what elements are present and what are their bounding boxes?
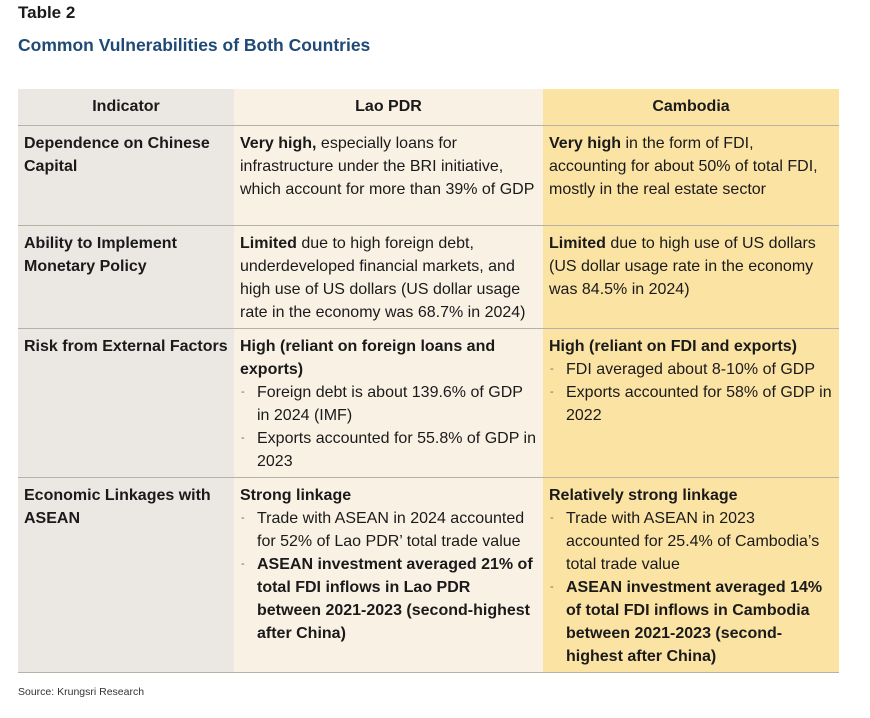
cambodia-cell: Limited due to high use of US dollars (U… bbox=[543, 225, 839, 329]
indicator-cell: Dependence on Chinese Capital bbox=[18, 125, 234, 226]
cambodia-detail: due to high use of US dollars (US dollar… bbox=[549, 235, 816, 298]
lao-rating: Limited bbox=[240, 235, 297, 252]
list-item: - Exports accounted for 55.8% of GDP in 2… bbox=[240, 427, 537, 473]
bullet-text: FDI averaged about 8-10% of GDP bbox=[566, 361, 816, 378]
cambodia-detail: in the form of FDI, accounting for about… bbox=[549, 135, 818, 198]
table-row: Dependence on Chinese Capital Very high,… bbox=[18, 125, 839, 226]
list-item: - Trade with ASEAN in 2024 accounted for … bbox=[240, 507, 537, 553]
bullet-text: Trade with ASEAN in 2024 accounted for 5… bbox=[257, 510, 525, 550]
table-row: Ability to Implement Monetary Policy Lim… bbox=[18, 225, 839, 329]
bullet-dash: - bbox=[550, 386, 554, 398]
lao-rating: Very high, bbox=[240, 135, 317, 152]
bullet-text: ASEAN investment averaged 14% of total F… bbox=[566, 579, 823, 665]
lao-cell: High (reliant on foreign loans and expor… bbox=[234, 328, 543, 478]
list-item: - ASEAN investment averaged 14% of total … bbox=[549, 576, 833, 668]
cambodia-heading: Relatively strong linkage bbox=[549, 487, 738, 504]
list-item: - Foreign debt is about 139.6% of GDP in … bbox=[240, 381, 537, 427]
bullet-dash: - bbox=[241, 432, 245, 444]
header-indicator: Indicator bbox=[18, 89, 234, 126]
lao-heading: High (reliant on foreign loans and expor… bbox=[240, 338, 496, 378]
lao-heading: Strong linkage bbox=[240, 487, 352, 504]
table-row: Risk from External Factors High (reliant… bbox=[18, 328, 839, 478]
bullet-dash: - bbox=[550, 581, 554, 593]
table-row: Economic Linkages with ASEAN Strong link… bbox=[18, 477, 839, 673]
header-row: Indicator Lao PDR Cambodia bbox=[18, 89, 839, 126]
bullet-dash: - bbox=[241, 512, 245, 524]
bullet-text: Exports accounted for 55.8% of GDP in 20… bbox=[257, 430, 536, 470]
bullet-dash: - bbox=[241, 386, 245, 398]
table-title: Common Vulnerabilities of Both Countries bbox=[18, 35, 371, 55]
indicator-cell: Risk from External Factors bbox=[18, 328, 234, 478]
lao-detail: especially loans for infrastructure unde… bbox=[240, 135, 535, 198]
bullet-text: Trade with ASEAN in 2023 accounted for 2… bbox=[566, 510, 820, 573]
bullet-dash: - bbox=[550, 512, 554, 524]
lao-cell: Limited due to high foreign debt, underd… bbox=[234, 225, 543, 329]
list-item: - FDI averaged about 8-10% of GDP bbox=[549, 358, 833, 381]
cambodia-rating: Limited bbox=[549, 235, 606, 252]
indicator-cell: Ability to Implement Monetary Policy bbox=[18, 225, 234, 329]
list-item: - Trade with ASEAN in 2023 accounted for … bbox=[549, 507, 833, 576]
vulnerabilities-table: Indicator Lao PDR Cambodia Dependence on… bbox=[18, 89, 839, 673]
lao-cell: Very high, especially loans for infrastr… bbox=[234, 125, 543, 226]
bullet-text: ASEAN investment averaged 21% of total F… bbox=[257, 556, 533, 642]
bullet-text: Foreign debt is about 139.6% of GDP in 2… bbox=[257, 384, 523, 424]
list-item: - Exports accounted for 58% of GDP in 202… bbox=[549, 381, 833, 427]
indicator-cell: Economic Linkages with ASEAN bbox=[18, 477, 234, 673]
header-lao: Lao PDR bbox=[234, 89, 543, 126]
cambodia-heading: High (reliant on FDI and exports) bbox=[549, 338, 798, 355]
lao-detail: due to high foreign debt, underdeveloped… bbox=[240, 235, 526, 321]
bullet-dash: - bbox=[241, 558, 245, 570]
cambodia-cell: Relatively strong linkage - Trade with AS… bbox=[543, 477, 839, 673]
table-label: Table 2 bbox=[18, 3, 76, 22]
cambodia-cell: High (reliant on FDI and exports) - FDI a… bbox=[543, 328, 839, 478]
bullet-dash: - bbox=[550, 363, 554, 375]
list-item: - ASEAN investment averaged 21% of total … bbox=[240, 553, 537, 645]
header-cambodia: Cambodia bbox=[543, 89, 839, 126]
lao-cell: Strong linkage - Trade with ASEAN in 2024… bbox=[234, 477, 543, 673]
cambodia-rating: Very high bbox=[549, 135, 622, 152]
cambodia-cell: Very high in the form of FDI, accounting… bbox=[543, 125, 839, 226]
source-note: Source: Krungsri Research bbox=[18, 686, 145, 698]
bullet-text: Exports accounted for 58% of GDP in 2022 bbox=[566, 384, 832, 424]
